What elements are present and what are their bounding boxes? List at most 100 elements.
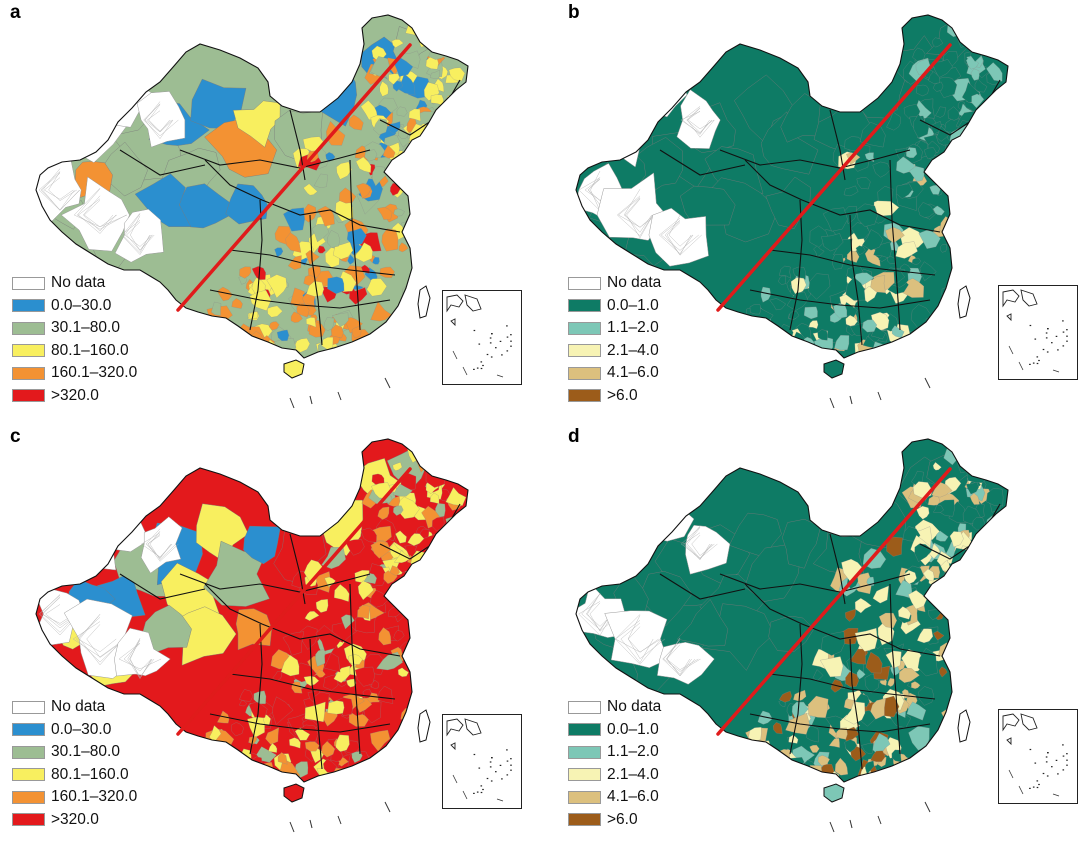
county-cell: [451, 523, 468, 545]
county-cell: [891, 325, 905, 339]
county-line: [53, 100, 103, 135]
county-cell: [267, 305, 283, 318]
inset-island: [1034, 338, 1037, 340]
province-border: [209, 289, 391, 309]
province-border: [829, 109, 846, 181]
county-cell: [211, 301, 222, 316]
county-cell: [370, 540, 391, 559]
county-cell: [438, 134, 458, 150]
county-cell: [784, 346, 798, 358]
county-cell: [922, 334, 946, 351]
county-cell: [870, 698, 886, 720]
hainan-island: [283, 783, 305, 803]
county-line: [615, 620, 661, 653]
county-line: [618, 197, 657, 228]
county-cell: [972, 127, 983, 136]
county-line: [587, 593, 612, 631]
county-cell: [356, 183, 371, 199]
county-cell: [854, 598, 872, 614]
province-border: [119, 149, 206, 176]
legend-swatch: [568, 723, 601, 737]
inset-island: [1045, 761, 1048, 763]
inset-island: [506, 325, 508, 327]
legend-item: 0.0–30.0: [12, 295, 137, 318]
legend-swatch: [12, 723, 45, 737]
inset-boundary: [1018, 785, 1024, 795]
inset-island: [1046, 775, 1049, 777]
county-cell: [834, 757, 848, 776]
inset-island: [510, 340, 512, 342]
county-cell: [377, 506, 390, 520]
county-cell: [441, 559, 459, 577]
county-cell: [256, 342, 267, 353]
county-cell: [315, 599, 329, 613]
inset-island: [1038, 359, 1040, 362]
county-cell: [392, 80, 403, 92]
county-cell: [329, 347, 340, 358]
county-cell: [251, 343, 273, 358]
county-cell: [796, 767, 809, 778]
inset-island: [506, 350, 509, 352]
county-cell: [916, 505, 930, 520]
inset-island: [1045, 756, 1048, 758]
county-line: [626, 198, 654, 239]
county-cell: [330, 324, 344, 339]
county-cell: [907, 338, 934, 358]
county-line: [616, 195, 653, 237]
inset-boundary: [496, 374, 504, 378]
hu-line: [176, 467, 412, 736]
county-cell: [917, 202, 935, 218]
legend-swatch: [568, 700, 601, 714]
inset-island: [1029, 787, 1031, 789]
county-cell: [807, 695, 829, 718]
province-border: [889, 159, 901, 331]
province-border: [204, 583, 401, 657]
county-cell: [779, 691, 792, 703]
county-cell: [373, 118, 388, 135]
county-cell: [923, 752, 935, 766]
county-cell: [370, 348, 389, 358]
county-cell: [927, 495, 941, 506]
county-cell: [449, 103, 468, 119]
county-cell: [932, 753, 955, 773]
inset-island: [1029, 363, 1031, 365]
inset-boundary: [452, 350, 458, 360]
boundary-tick: [829, 821, 835, 833]
hu-line: [716, 467, 952, 736]
province-border: [349, 159, 361, 331]
inset-island: [501, 354, 503, 356]
boundary-tick: [924, 377, 931, 389]
county-cell: [304, 701, 326, 723]
county-line: [149, 530, 177, 561]
county-cell: [423, 445, 438, 457]
inset-island: [1045, 332, 1048, 334]
county-cell: [370, 729, 391, 752]
county-line: [624, 197, 652, 233]
county-line: [54, 90, 112, 140]
county-cell: [930, 336, 951, 356]
inset-island: [510, 764, 512, 766]
region-west: [782, 518, 821, 569]
county-cell: [360, 527, 377, 543]
legend-item: >6.0: [568, 809, 661, 832]
county-line: [685, 525, 713, 560]
inset-island: [1036, 786, 1039, 789]
county-cell: [940, 244, 947, 253]
inset-coast: [1006, 313, 1012, 322]
inset-island: [1055, 335, 1058, 337]
county-line: [691, 534, 715, 556]
county-cell: [398, 337, 416, 358]
county-cell: [246, 768, 261, 782]
county-cell: [870, 750, 886, 762]
county-cell: [856, 203, 878, 227]
county-line: [104, 84, 131, 114]
county-cell: [861, 742, 874, 754]
inset-island: [473, 368, 475, 370]
county-cell: [395, 748, 411, 770]
county-cell: [445, 516, 460, 531]
county-cell: [856, 669, 866, 680]
county-cell: [812, 669, 824, 681]
county-line: [623, 189, 654, 228]
county-cell: [324, 652, 341, 673]
county-cell: [362, 762, 383, 782]
